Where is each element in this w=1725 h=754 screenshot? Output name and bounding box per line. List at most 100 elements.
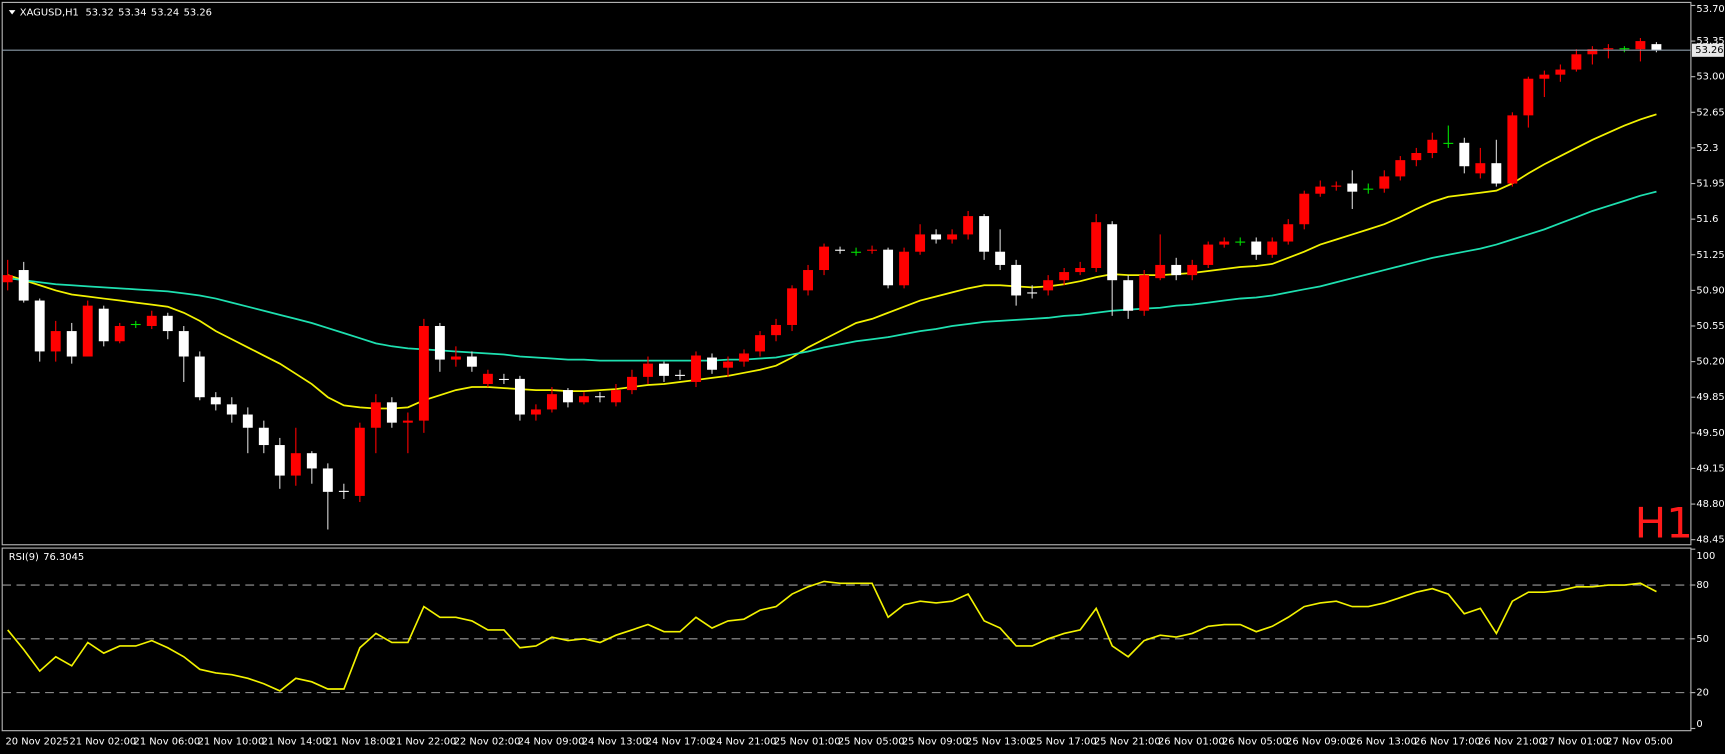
candle-body [1635, 41, 1646, 50]
candle-body [130, 323, 141, 326]
candle-body [995, 251, 1006, 265]
candle-body [659, 363, 669, 376]
candle-body [1011, 264, 1022, 296]
candle-body [2, 275, 13, 283]
rsi-header: RSI(9) 76.3045 [9, 552, 84, 563]
candle-body [723, 361, 733, 368]
candle-body [114, 325, 125, 342]
candle-body [450, 356, 461, 360]
rsi-line [7, 580, 1657, 692]
symbol: XAGUSD,H1 [20, 7, 79, 18]
y-tick-label: 53.70 [1696, 4, 1724, 15]
menu-arrow[interactable] [8, 10, 16, 15]
x-tick-label: 25 Nov 13:00 [966, 737, 1033, 748]
x-tick-label: 26 Nov 17:00 [1414, 737, 1481, 748]
y-tick-label: 52.3 [1696, 143, 1718, 154]
candle-body [787, 288, 797, 325]
candle-body [274, 445, 285, 476]
candle-body [1507, 115, 1518, 184]
y-tick-label: 48.80 [1696, 499, 1724, 510]
x-tick-label: 25 Nov 17:00 [1030, 737, 1097, 748]
x-tick-label: 27 Nov 01:00 [1542, 737, 1609, 748]
candle-body [1187, 264, 1198, 276]
high-price: 53.34 [118, 7, 146, 18]
y-tick-label: 52.65 [1696, 107, 1724, 118]
candle-body [530, 409, 541, 415]
candle-body [1043, 280, 1054, 291]
y-tick-label: 0 [1696, 719, 1702, 730]
x-tick-label: 20 Nov 2025 [6, 737, 69, 748]
candle-body [306, 453, 317, 469]
candle-body [1619, 48, 1630, 50]
y-tick-label: 50 [1696, 634, 1709, 645]
candle-body [1651, 44, 1662, 51]
price-tag-label: 53.26 [1695, 45, 1723, 56]
candle-body [819, 246, 830, 271]
candle-body [979, 216, 990, 252]
y-tick-label: 49.15 [1696, 463, 1724, 474]
candle-body [931, 234, 942, 240]
y-tick-label: 20 [1696, 688, 1709, 699]
candle-body [1603, 48, 1614, 50]
candle-body [50, 331, 61, 352]
candle-body [611, 390, 621, 403]
x-tick-label: 22 Nov 02:00 [454, 737, 521, 748]
candle-body [1123, 280, 1134, 311]
candle-body [370, 402, 381, 428]
x-tick-label: 26 Nov 13:00 [1350, 737, 1417, 748]
candle-body [1571, 54, 1582, 70]
x-tick-label: 26 Nov 01:00 [1158, 737, 1225, 748]
candle-body [482, 373, 493, 384]
candle-body [1587, 49, 1598, 55]
candle-body [1427, 139, 1438, 154]
candle-body [835, 249, 846, 251]
candle-body [578, 396, 589, 403]
candle-body [899, 251, 910, 286]
candle-body [1027, 292, 1038, 294]
candle-body [1523, 78, 1534, 116]
y-tick-label: 51.95 [1696, 179, 1724, 190]
candle-body [466, 356, 477, 367]
candle-body [1331, 185, 1342, 187]
y-tick-label: 51.25 [1696, 250, 1724, 261]
candle-body [194, 356, 205, 398]
candle-body [1139, 275, 1150, 311]
x-tick-label: 24 Nov 13:00 [582, 737, 649, 748]
candle-body [1235, 241, 1246, 243]
close-price: 53.26 [184, 7, 212, 18]
candle-body [1203, 244, 1214, 265]
candle-body [498, 378, 509, 381]
x-tick-label: 25 Nov 05:00 [838, 737, 905, 748]
candle-body [322, 468, 333, 492]
candle-body [354, 427, 365, 496]
candle-body [771, 324, 781, 336]
candle-body [34, 300, 45, 352]
y-tick-label: 53.35 [1696, 36, 1724, 47]
candle-body [947, 234, 958, 240]
moving-average-line [7, 113, 1657, 410]
candle-body [851, 251, 862, 253]
y-tick-label: 49.85 [1696, 392, 1724, 403]
candle-body [66, 331, 77, 357]
candle-body [691, 355, 701, 382]
candle-body [1267, 241, 1278, 255]
x-tick-label: 25 Nov 21:00 [1094, 737, 1161, 748]
candle-body [1411, 153, 1422, 161]
candle-body [1059, 272, 1070, 281]
rsi-title: RSI(9) [9, 552, 39, 563]
candle-body [1379, 176, 1390, 189]
candle-body [627, 376, 637, 391]
candle-body [1347, 183, 1358, 192]
x-tick-label: 21 Nov 22:00 [390, 737, 457, 748]
candle-body [1107, 224, 1118, 281]
rsi-value: 76.3045 [43, 552, 84, 563]
y-tick-label: 100 [1696, 551, 1715, 562]
candle-body [1091, 222, 1102, 268]
y-tick-label: 53.00 [1696, 72, 1724, 83]
x-tick-label: 26 Nov 05:00 [1222, 737, 1289, 748]
candle-body [178, 331, 189, 357]
x-tick-label: 21 Nov 06:00 [134, 737, 201, 748]
candle-body [867, 249, 878, 251]
